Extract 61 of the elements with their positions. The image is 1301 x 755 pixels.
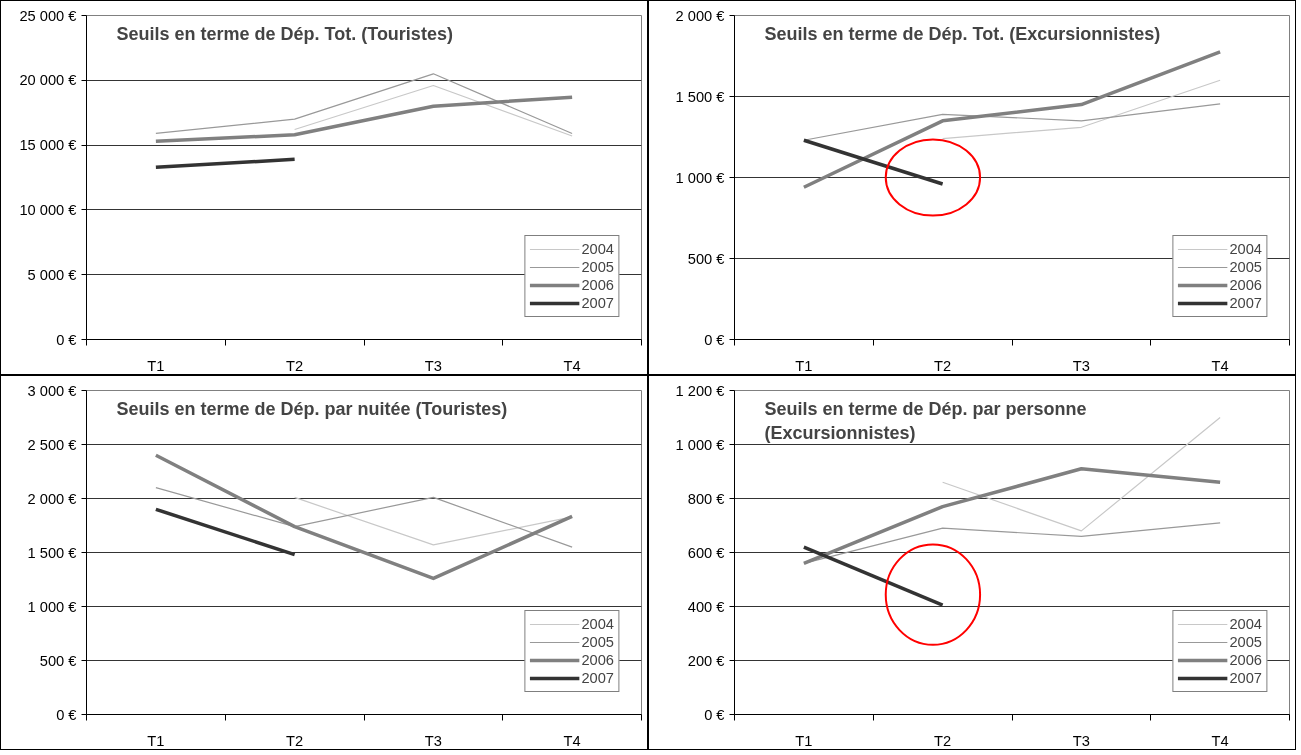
y-tick-label: 400 €: [687, 598, 725, 615]
y-tick-label: 800 €: [687, 490, 725, 507]
y-tick-label: 5 000 €: [27, 266, 77, 283]
y-tick-label: 10 000 €: [19, 201, 77, 218]
y-tick-label: 1 000 €: [27, 598, 77, 615]
y-tick-label: 0 €: [704, 331, 725, 348]
chart-title: Seuils en terme de Dép. par nuitée (Touristes): [116, 398, 508, 419]
x-tick-label: T3: [1072, 357, 1090, 374]
legend-label: 2006: [581, 276, 614, 294]
legend-label: 2004: [1229, 240, 1262, 258]
y-tick-label: 0 €: [56, 331, 77, 348]
x-tick-label: T1: [795, 357, 813, 374]
y-tick-label: 0 €: [56, 706, 77, 723]
x-tick-label: T4: [1211, 357, 1229, 374]
y-tick-label: 200 €: [687, 652, 725, 669]
text: Seuils en terme de Dép. par personne (Excursionnistes): [764, 398, 1087, 443]
legend-label: 2004: [581, 240, 614, 258]
x-tick-label: T4: [563, 357, 581, 374]
x-tick-label: T3: [424, 357, 442, 374]
legend-label: 2004: [581, 615, 614, 633]
y-tick-label: 2 000 €: [675, 7, 725, 24]
legend-label: 2005: [1229, 258, 1262, 276]
y-tick-label: 3 000 €: [27, 382, 77, 399]
x-tick-label: T2: [286, 732, 304, 749]
y-tick-label: 1 500 €: [675, 88, 725, 105]
x-tick-label: T2: [286, 357, 304, 374]
y-tick-label: 15 000 €: [19, 137, 77, 154]
legend-label: 2006: [1229, 276, 1262, 294]
y-tick-label: 1 000 €: [675, 169, 725, 186]
x-tick-label: T4: [1211, 732, 1229, 749]
legend-label: 2006: [581, 651, 614, 669]
x-tick-label: T2: [934, 357, 952, 374]
legend-label: 2005: [581, 258, 614, 276]
y-tick-label: 600 €: [687, 544, 725, 561]
y-tick-label: 1 500 €: [27, 544, 77, 561]
x-tick-label: T1: [795, 732, 813, 749]
y-tick-label: 0 €: [704, 706, 725, 723]
legend-label: 2007: [1229, 669, 1262, 687]
y-tick-label: 500 €: [687, 250, 725, 267]
legend-label: 2005: [581, 633, 614, 651]
legend-label: 2004: [1229, 615, 1262, 633]
y-tick-label: 500 €: [39, 652, 77, 669]
x-tick-label: T1: [147, 357, 165, 374]
y-tick-label: 25 000 €: [19, 7, 77, 24]
x-tick-label: T3: [1072, 732, 1090, 749]
x-tick-label: T1: [147, 732, 165, 749]
y-tick-label: 20 000 €: [19, 72, 77, 89]
y-tick-label: 2 500 €: [27, 436, 77, 453]
legend-label: 2007: [581, 294, 614, 312]
y-tick-label: 1 000 €: [675, 436, 725, 453]
y-tick-label: 1 200 €: [675, 382, 725, 399]
legend-label: 2005: [1229, 633, 1262, 651]
legend-label: 2006: [1229, 651, 1262, 669]
legend-label: 2007: [581, 669, 614, 687]
chart-title: Seuils en terme de Dép. Tot. (Touristes): [116, 23, 453, 44]
y-tick-label: 2 000 €: [27, 490, 77, 507]
chart-title: Seuils en terme de Dép. Tot. (Excursionnistes): [764, 23, 1161, 44]
x-tick-label: T4: [563, 732, 581, 749]
legend-label: 2007: [1229, 294, 1262, 312]
x-tick-label: T3: [424, 732, 442, 749]
x-tick-label: T2: [934, 732, 952, 749]
